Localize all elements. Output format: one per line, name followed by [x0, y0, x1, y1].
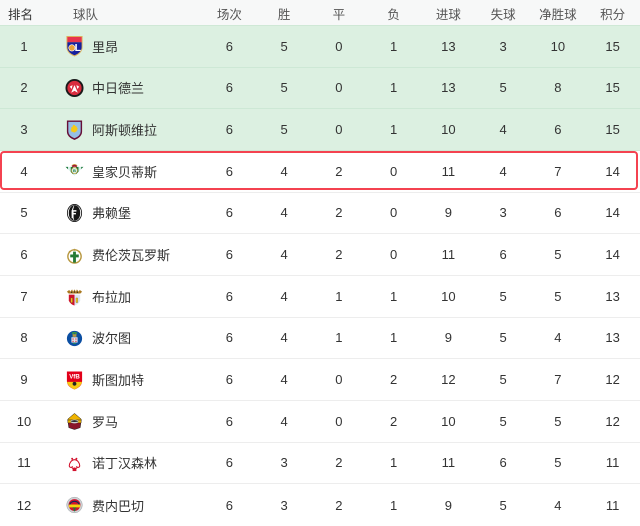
svg-text:VfB: VfB [69, 373, 80, 380]
svg-text:L: L [75, 44, 82, 55]
svg-text:B: B [73, 168, 76, 173]
